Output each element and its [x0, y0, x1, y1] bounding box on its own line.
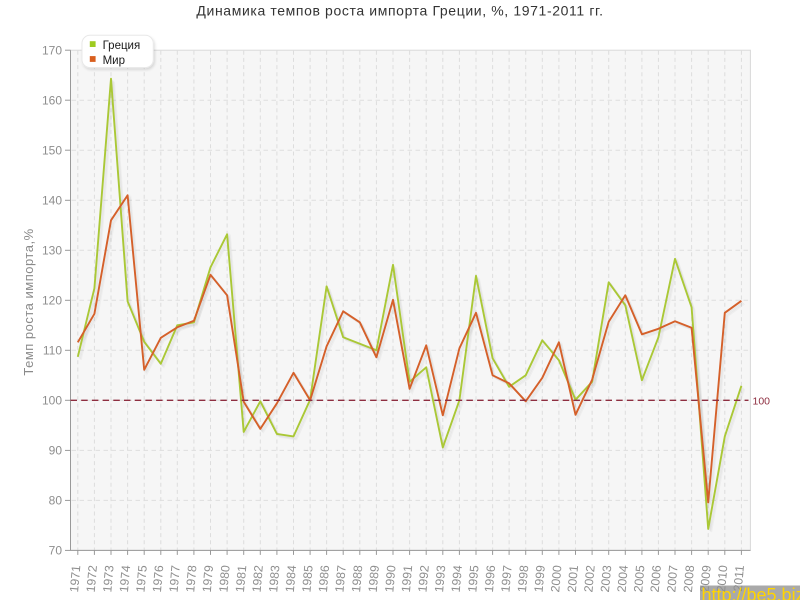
svg-text:1999: 1999 [532, 564, 548, 592]
svg-text:1980: 1980 [216, 564, 232, 592]
svg-text:160: 160 [42, 93, 62, 107]
svg-text:170: 170 [42, 43, 62, 57]
svg-text:1993: 1993 [432, 564, 448, 592]
svg-text:100: 100 [42, 394, 62, 408]
svg-text:1971: 1971 [67, 564, 83, 592]
svg-text:1995: 1995 [465, 564, 481, 592]
svg-text:2000: 2000 [548, 564, 564, 592]
svg-text:2002: 2002 [581, 564, 597, 592]
svg-text:1994: 1994 [449, 564, 465, 592]
svg-text:1987: 1987 [332, 564, 348, 592]
svg-text:1997: 1997 [498, 564, 514, 592]
svg-text:1988: 1988 [349, 564, 365, 592]
svg-text:1984: 1984 [283, 564, 299, 592]
svg-text:1989: 1989 [366, 564, 382, 592]
svg-text:1974: 1974 [117, 564, 133, 592]
svg-text:2005: 2005 [631, 564, 647, 592]
svg-text:2008: 2008 [681, 564, 697, 592]
svg-text:1991: 1991 [399, 564, 415, 592]
svg-text:120: 120 [42, 294, 62, 308]
svg-text:1986: 1986 [316, 564, 332, 592]
svg-text:1979: 1979 [200, 564, 216, 592]
svg-text:http://be5.biz/: http://be5.biz/ [702, 585, 800, 600]
svg-text:80: 80 [49, 494, 63, 508]
svg-text:1998: 1998 [515, 564, 531, 592]
svg-text:100: 100 [753, 395, 771, 407]
svg-text:1982: 1982 [250, 564, 266, 592]
svg-text:Греция: Греция [103, 40, 141, 52]
svg-text:1990: 1990 [382, 564, 398, 592]
svg-text:1985: 1985 [299, 564, 315, 592]
svg-text:1992: 1992 [415, 564, 431, 592]
svg-text:1981: 1981 [233, 564, 249, 592]
svg-text:2001: 2001 [565, 564, 581, 592]
svg-text:1973: 1973 [100, 564, 116, 592]
svg-text:2006: 2006 [648, 564, 664, 592]
svg-text:140: 140 [42, 194, 62, 208]
svg-text:130: 130 [42, 244, 62, 258]
svg-text:2003: 2003 [598, 564, 614, 592]
svg-text:2004: 2004 [615, 564, 631, 592]
svg-text:1983: 1983 [266, 564, 282, 592]
svg-text:1996: 1996 [482, 564, 498, 592]
svg-text:2007: 2007 [664, 564, 680, 592]
svg-text:Темп роста импорта,%: Темп роста импорта,% [21, 228, 36, 375]
svg-text:1978: 1978 [183, 564, 199, 592]
svg-text:1976: 1976 [150, 564, 166, 592]
svg-text:1975: 1975 [133, 564, 149, 592]
svg-text:1977: 1977 [167, 564, 183, 592]
svg-text:Мир: Мир [103, 55, 125, 67]
svg-text:150: 150 [42, 143, 62, 157]
svg-text:110: 110 [43, 344, 62, 358]
svg-text:70: 70 [49, 544, 63, 558]
svg-text:1972: 1972 [84, 564, 100, 592]
svg-text:Динамика темпов роста импорта: Динамика темпов роста импорта Греции, %,… [196, 3, 603, 19]
svg-text:90: 90 [49, 444, 63, 458]
